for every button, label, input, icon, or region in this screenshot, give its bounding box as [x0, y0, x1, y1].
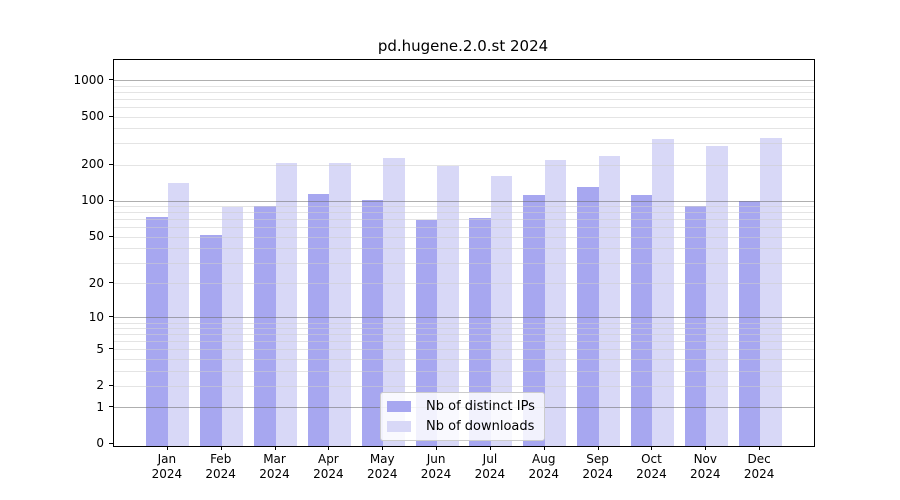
bar-distinct-ips-dec — [738, 200, 761, 446]
y-tick-label-2: 2 — [96, 378, 104, 393]
y-tick-label-100: 100 — [81, 193, 104, 208]
bar-downloads-may — [383, 157, 405, 446]
x-tick-mark-jan — [166, 446, 168, 450]
legend: Nb of distinct IPs Nb of downloads — [380, 392, 545, 441]
grid-line-minor-800 — [114, 91, 814, 93]
bar-downloads-nov — [706, 146, 728, 446]
x-tick-mark-apr — [328, 446, 330, 450]
y-tick-label-20: 20 — [88, 275, 104, 290]
y-tick-mark-2 — [109, 384, 113, 386]
x-tick-label-sep: Sep 2024 — [582, 452, 613, 481]
x-tick-label-jan: Jan 2024 — [151, 452, 183, 481]
x-tick-label-oct: Oct 2024 — [636, 452, 667, 481]
bar-distinct-ips-jun — [415, 220, 438, 446]
x-tick-label-jul: Jul 2024 — [474, 452, 506, 481]
y-tick-mark-5 — [109, 348, 113, 350]
x-tick-mark-oct — [651, 446, 653, 450]
legend-swatch-distinct-ips — [387, 401, 411, 412]
x-tick-mark-nov — [705, 446, 707, 450]
y-tick-mark-1 — [109, 406, 113, 408]
x-tick-mark-feb — [220, 446, 222, 450]
y-tick-label-1: 1 — [96, 399, 104, 414]
y-tick-label-50: 50 — [88, 229, 104, 244]
x-tick-mark-may — [382, 446, 384, 450]
y-tick-mark-100 — [109, 199, 113, 201]
bar-downloads-jun — [437, 166, 459, 446]
grid-line-minor-700 — [114, 98, 814, 100]
y-tick-label-1000: 1000 — [73, 72, 104, 87]
legend-label-distinct-ips: Nb of distinct IPs — [426, 399, 535, 414]
y-tick-label-5: 5 — [96, 341, 104, 356]
bar-downloads-feb — [221, 206, 244, 446]
bar-downloads-apr — [329, 162, 351, 446]
bar-distinct-ips-aug — [523, 195, 545, 446]
y-tick-label-0: 0 — [96, 436, 104, 451]
legend-swatch-downloads — [387, 421, 411, 432]
bar-downloads-jan — [167, 183, 190, 446]
grid-line-minor-400 — [114, 128, 814, 130]
grid-line-minor-900 — [114, 85, 814, 87]
bar-downloads-jul — [490, 175, 513, 446]
grid-line-minor-600 — [114, 106, 814, 108]
x-tick-mark-mar — [274, 446, 276, 450]
x-tick-label-mar: Mar 2024 — [259, 452, 290, 481]
x-tick-mark-dec — [759, 446, 761, 450]
chart-title: pd.hugene.2.0.st 2024 — [377, 37, 549, 55]
y-tick-mark-1000 — [109, 79, 113, 81]
x-tick-mark-jun — [436, 446, 438, 450]
bar-distinct-ips-oct — [630, 194, 653, 446]
bar-distinct-ips-apr — [307, 193, 330, 446]
legend-entry-downloads: Nb of downloads — [387, 419, 535, 434]
x-tick-label-jun: Jun 2024 — [420, 452, 452, 481]
y-tick-mark-0 — [109, 442, 113, 444]
x-tick-mark-aug — [543, 446, 545, 450]
bar-distinct-ips-feb — [200, 234, 222, 446]
y-tick-mark-500 — [109, 115, 113, 117]
y-tick-label-10: 10 — [88, 309, 104, 324]
y-tick-mark-10 — [109, 316, 113, 318]
y-tick-label-200: 200 — [81, 157, 104, 172]
x-tick-label-aug: Aug 2024 — [528, 452, 560, 481]
plot-area: Nb of distinct IPs Nb of downloads — [113, 59, 815, 447]
bar-distinct-ips-jan — [146, 217, 168, 446]
bar-downloads-oct — [652, 138, 674, 446]
grid-line-minor-500 — [114, 116, 814, 118]
legend-label-downloads: Nb of downloads — [426, 419, 535, 434]
x-tick-label-nov: Nov 2024 — [690, 452, 721, 481]
y-tick-mark-20 — [109, 282, 113, 284]
bar-downloads-mar — [275, 162, 298, 446]
bar-downloads-sep — [598, 155, 621, 446]
x-tick-label-apr: Apr 2024 — [313, 452, 344, 481]
x-tick-label-may: May 2024 — [366, 452, 398, 481]
x-tick-label-dec: Dec 2024 — [743, 452, 775, 481]
grid-line-minor-300 — [114, 143, 814, 145]
bar-downloads-aug — [544, 160, 567, 446]
y-tick-label-500: 500 — [81, 109, 104, 123]
y-tick-mark-50 — [109, 235, 113, 237]
grid-line-major-1000 — [114, 80, 814, 82]
x-tick-mark-sep — [597, 446, 599, 450]
bar-distinct-ips-nov — [684, 205, 707, 446]
x-tick-mark-jul — [489, 446, 491, 450]
bar-distinct-ips-mar — [254, 206, 276, 446]
legend-entry-distinct-ips: Nb of distinct IPs — [387, 399, 535, 414]
x-tick-label-feb: Feb 2024 — [205, 452, 236, 481]
bar-distinct-ips-jul — [469, 217, 491, 446]
bar-downloads-dec — [760, 138, 782, 446]
y-tick-mark-200 — [109, 163, 113, 165]
bar-distinct-ips-sep — [577, 187, 599, 446]
